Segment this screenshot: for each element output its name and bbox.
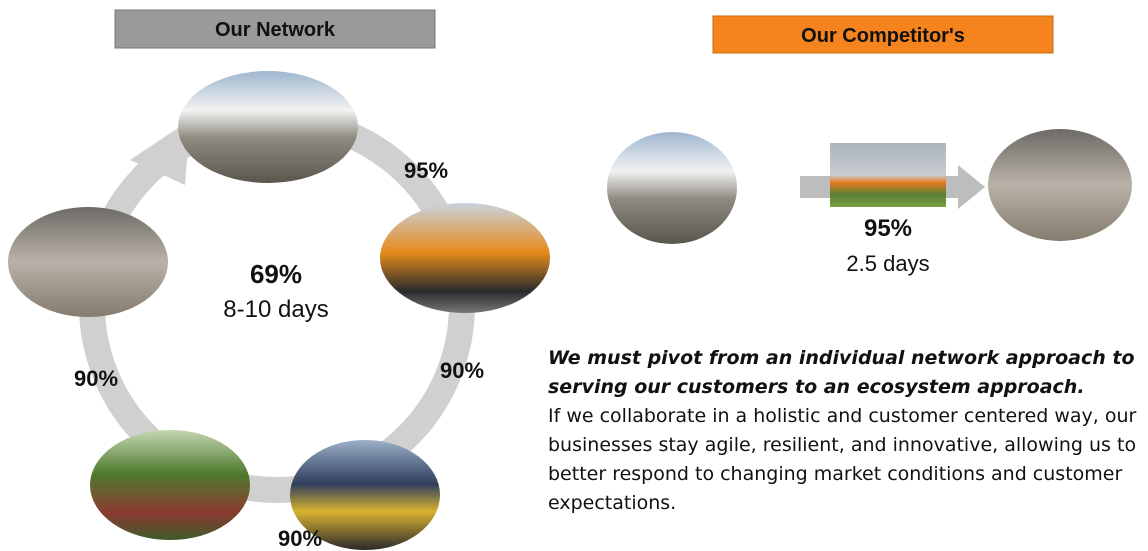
competitor-duration: 2.5 days (846, 251, 929, 276)
link-label: 90% (74, 366, 118, 391)
link-label: 90% (440, 358, 484, 383)
flow-arrow (946, 176, 960, 198)
slide: Our Network Our Competitor's 95% 90% 90%… (0, 0, 1148, 551)
network-title: Our Network (215, 19, 336, 41)
flow-arrowhead (958, 165, 985, 209)
center-duration: 8-10 days (223, 296, 328, 323)
factory-image (8, 207, 168, 317)
message: We must pivot from an individual network… (548, 344, 1148, 518)
factory-image (988, 129, 1132, 241)
link-label: 95% (404, 158, 448, 183)
bridge-image (90, 430, 250, 540)
center-value: 69% (250, 259, 302, 289)
competitor-value: 95% (864, 215, 912, 242)
truck-image (830, 143, 946, 207)
plant-image (607, 132, 737, 244)
message-body: If we collaborate in a holistic and cust… (548, 402, 1148, 518)
link-label: 90% (278, 526, 322, 551)
competitor-title: Our Competitor's (801, 25, 965, 47)
plant-image (178, 71, 358, 183)
flow-arrow (800, 176, 832, 198)
train-image (380, 203, 550, 313)
message-headline: We must pivot from an individual network… (548, 344, 1148, 402)
